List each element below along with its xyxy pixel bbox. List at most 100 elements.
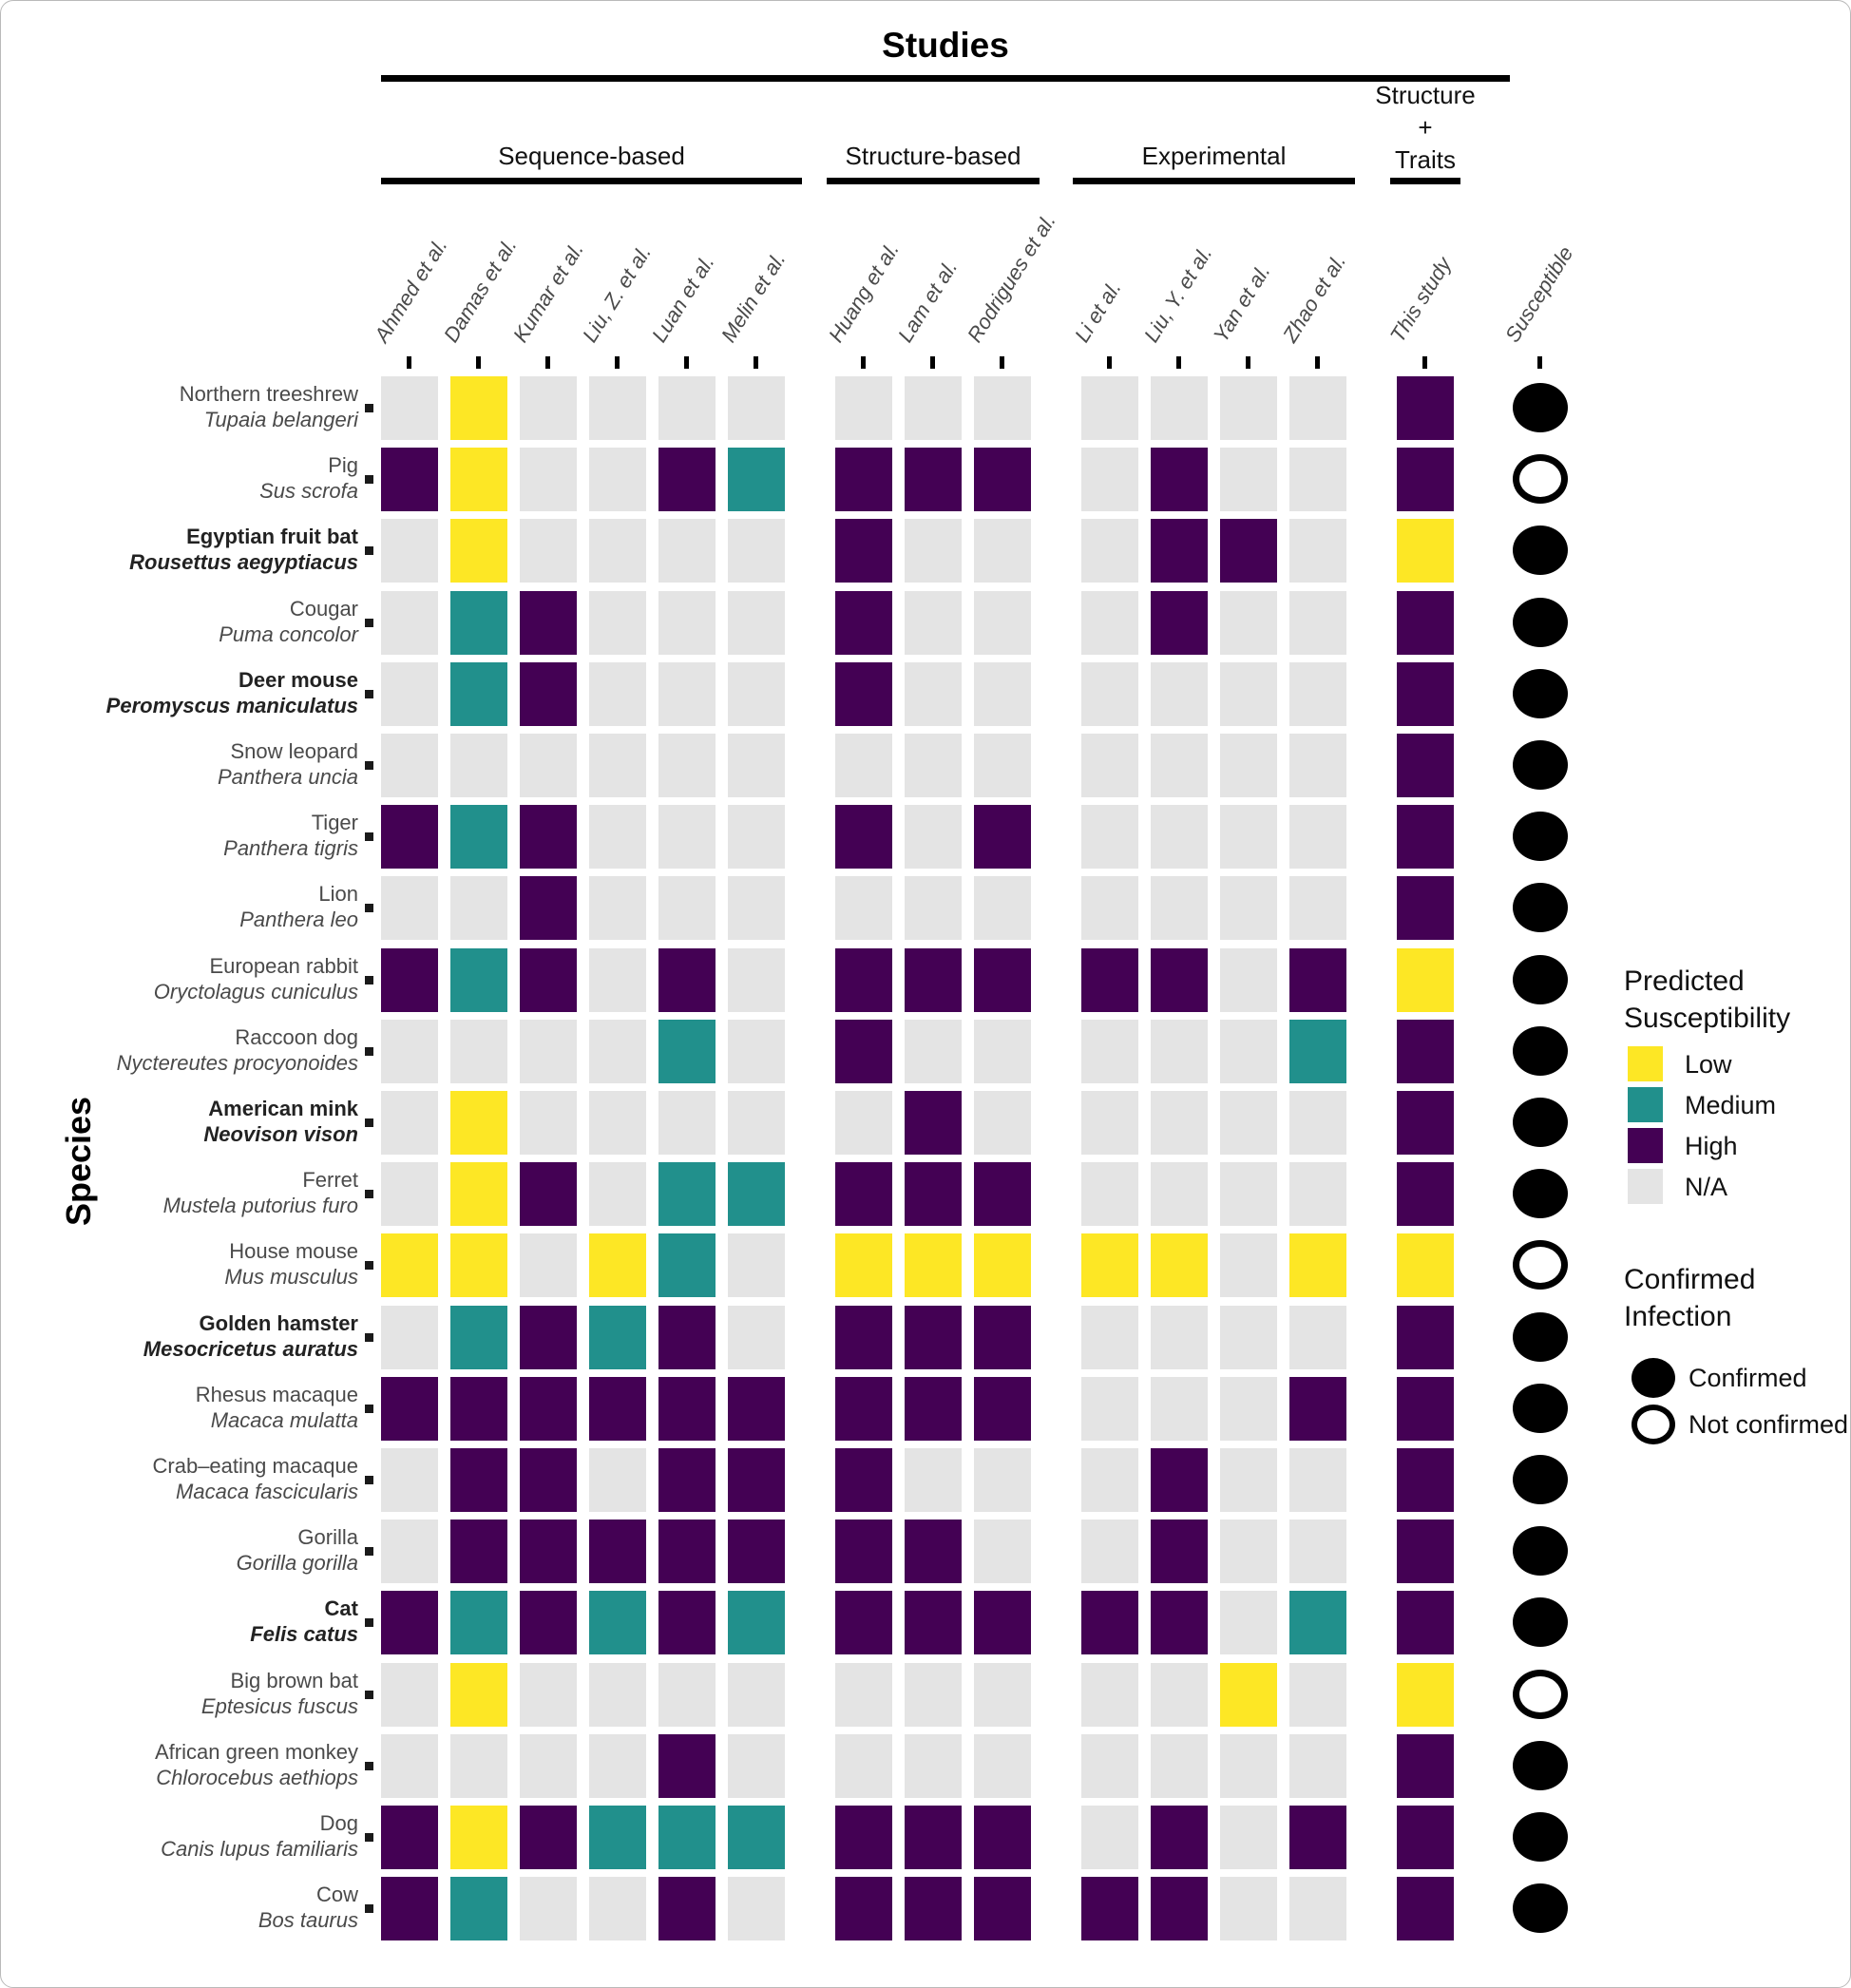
heatmap-cell <box>381 948 438 1012</box>
column-group-label: Sequence-based <box>498 142 685 170</box>
heatmap-cell <box>1220 1091 1277 1155</box>
column-label: This study <box>1384 253 1457 347</box>
confirmed-infection-circle <box>1513 598 1568 647</box>
confirmed-infection-legend-title: Confirmed Infection <box>1624 1261 1755 1335</box>
heatmap-cell <box>520 805 577 869</box>
heatmap-cell <box>589 805 646 869</box>
heatmap-cell <box>450 1377 507 1441</box>
species-common-name: Crab–eating macaque <box>152 1454 358 1478</box>
heatmap-cell <box>1081 1877 1138 1940</box>
heatmap-cell <box>1151 734 1208 797</box>
heatmap-cell <box>835 448 892 511</box>
heatmap-cell <box>905 1734 962 1798</box>
heatmap-cell <box>450 1162 507 1226</box>
heatmap-cell <box>905 376 962 440</box>
heatmap-cell <box>1151 1091 1208 1155</box>
legend-title-line: Predicted <box>1624 965 1745 997</box>
heatmap-cell <box>1081 1806 1138 1869</box>
predicted-susceptibility-legend-title: Predicted Susceptibility <box>1624 963 1790 1037</box>
heatmap-cell <box>1397 376 1454 440</box>
heatmap-cell <box>658 1663 716 1727</box>
heatmap-cell <box>381 1306 438 1369</box>
row-tick <box>365 690 373 698</box>
heatmap-cell <box>450 1591 507 1654</box>
heatmap-cell <box>1289 662 1346 726</box>
confirmed-infection-circle <box>1513 1098 1568 1147</box>
heatmap-cell <box>905 876 962 940</box>
species-scientific-name: Puma concolor <box>219 622 358 646</box>
heatmap-cell <box>381 376 438 440</box>
column-label: Rodrigues et al. <box>962 209 1060 347</box>
heatmap-cell <box>381 1020 438 1083</box>
species-scientific-name: Panthera uncia <box>218 765 358 789</box>
species-scientific-name: Chlorocebus aethiops <box>156 1766 358 1789</box>
row-label: Lion Panthera leo <box>1 881 358 932</box>
species-scientific-name: Oryctolagus cuniculus <box>153 980 358 1004</box>
heatmap-cell <box>520 1591 577 1654</box>
heatmap-cell <box>1220 1377 1277 1441</box>
row-tick <box>365 1333 373 1342</box>
species-common-name: Snow leopard <box>230 739 358 763</box>
confirmed-infection-circle <box>1513 740 1568 790</box>
heatmap-cell <box>381 1091 438 1155</box>
heatmap-cell <box>1289 805 1346 869</box>
heatmap-cell <box>728 1448 785 1512</box>
heatmap-cell <box>974 1377 1031 1441</box>
heatmap-cell <box>1081 1020 1138 1083</box>
heatmap-cell <box>381 1162 438 1226</box>
column-tick <box>1422 356 1427 369</box>
heatmap-cell <box>520 519 577 583</box>
heatmap-cell <box>974 519 1031 583</box>
heatmap-cell <box>1289 1734 1346 1798</box>
species-scientific-name: Bos taurus <box>258 1908 358 1932</box>
species-common-name: Egyptian fruit bat <box>186 525 358 548</box>
heatmap-cell <box>905 1377 962 1441</box>
heatmap-cell <box>520 734 577 797</box>
species-scientific-name: Macaca fascicularis <box>176 1480 358 1503</box>
heatmap-cell <box>450 1020 507 1083</box>
column-tick <box>1176 356 1181 369</box>
heatmap-cell <box>1081 1663 1138 1727</box>
heatmap-cell <box>589 1377 646 1441</box>
heatmap-cell <box>835 1377 892 1441</box>
row-tick <box>365 1547 373 1556</box>
heatmap-cell <box>1081 805 1138 869</box>
heatmap-cell <box>1151 1020 1208 1083</box>
species-common-name: Golden hamster <box>199 1311 358 1335</box>
species-common-name: Cow <box>315 1883 358 1906</box>
heatmap-cell <box>450 1448 507 1512</box>
column-group-label: Structure-based <box>845 142 1021 170</box>
heatmap-cell <box>905 1020 962 1083</box>
heatmap-cell <box>589 1091 646 1155</box>
heatmap-cell <box>589 1306 646 1369</box>
heatmap-cell <box>658 1020 716 1083</box>
row-label: African green monkey Chlorocebus aethiops <box>1 1739 358 1790</box>
heatmap-cell <box>728 1520 785 1583</box>
heatmap-cell <box>450 734 507 797</box>
heatmap-cell <box>1220 1020 1277 1083</box>
heatmap-cell <box>974 662 1031 726</box>
row-label: Golden hamster Mesocricetus auratus <box>1 1310 358 1362</box>
heatmap-cell <box>589 1734 646 1798</box>
heatmap-cell <box>520 1520 577 1583</box>
heatmap-cell <box>381 1877 438 1940</box>
row-label: Deer mouse Peromyscus maniculatus <box>1 667 358 718</box>
heatmap-cell <box>1081 1091 1138 1155</box>
heatmap-cell <box>381 1448 438 1512</box>
heatmap-cell <box>1151 448 1208 511</box>
heatmap-cell <box>1220 1448 1277 1512</box>
species-common-name: American mink <box>208 1097 358 1120</box>
row-tick <box>365 904 373 912</box>
heatmap-cell <box>1289 1233 1346 1297</box>
heatmap-cell <box>381 1663 438 1727</box>
heatmap-cell <box>1220 1233 1277 1297</box>
heatmap-cell <box>450 805 507 869</box>
heatmap-cell <box>728 591 785 655</box>
heatmap-cell <box>520 662 577 726</box>
heatmap-cell <box>1151 1591 1208 1654</box>
heatmap-cell <box>520 1377 577 1441</box>
heatmap-cell <box>1397 1377 1454 1441</box>
heatmap-cell <box>589 519 646 583</box>
heatmap-cell <box>1220 1806 1277 1869</box>
heatmap-cell <box>835 519 892 583</box>
